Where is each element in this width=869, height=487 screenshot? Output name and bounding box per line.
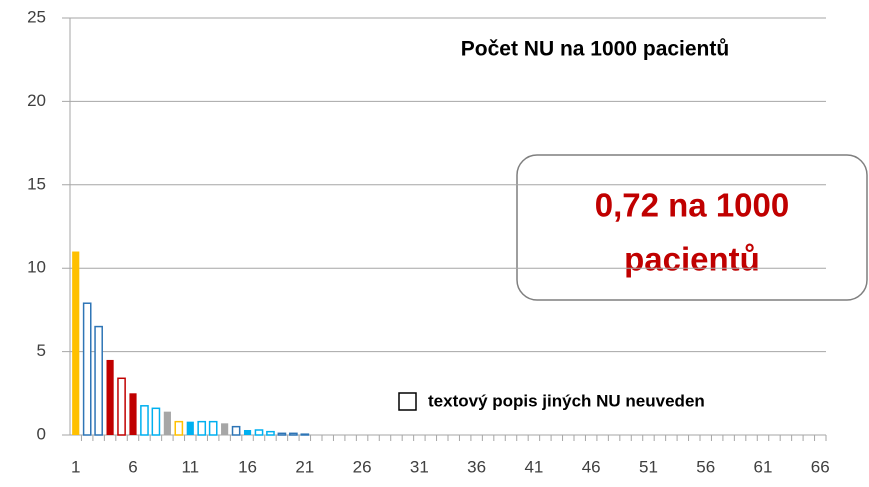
y-tick-label: 0 xyxy=(37,424,46,443)
bar xyxy=(72,251,80,435)
bar xyxy=(140,405,149,436)
x-tick-label: 26 xyxy=(353,457,372,476)
callout-text: pacientů xyxy=(624,241,760,278)
bar xyxy=(106,359,114,435)
x-tick-label: 61 xyxy=(754,457,773,476)
bar xyxy=(208,420,218,436)
bar xyxy=(254,429,264,436)
x-tick-label: 41 xyxy=(524,457,543,476)
bar xyxy=(300,433,310,436)
bar xyxy=(231,425,241,436)
bar xyxy=(266,430,275,436)
x-tick-label: 36 xyxy=(467,457,486,476)
bar xyxy=(94,325,103,436)
y-tick-label: 20 xyxy=(27,91,46,110)
bar xyxy=(82,302,92,436)
x-tick-label: 66 xyxy=(811,457,830,476)
x-tick-label: 21 xyxy=(295,457,314,476)
bar xyxy=(277,432,287,436)
bar xyxy=(197,420,207,436)
bar xyxy=(243,429,252,435)
bar xyxy=(163,411,171,435)
x-tick-label: 16 xyxy=(238,457,257,476)
bar xyxy=(221,423,229,435)
bar xyxy=(117,377,126,436)
x-tick-label: 1 xyxy=(71,457,80,476)
y-tick-label: 25 xyxy=(27,7,46,26)
legend-marker xyxy=(398,392,417,411)
bar xyxy=(186,421,194,435)
x-tick-label: 11 xyxy=(181,457,199,476)
x-tick-label: 31 xyxy=(410,457,429,476)
y-tick-label: 10 xyxy=(27,258,46,277)
bar xyxy=(174,420,184,436)
callout-text: 0,72 na 1000 xyxy=(595,187,790,224)
y-tick-label: 15 xyxy=(27,174,46,193)
x-tick-label: 51 xyxy=(639,457,658,476)
chart-title: Počet NU na 1000 pacientů xyxy=(461,38,729,61)
callout-box xyxy=(516,154,868,301)
x-tick-label: 6 xyxy=(128,457,137,476)
x-tick-label: 56 xyxy=(696,457,715,476)
x-tick-label: 46 xyxy=(582,457,601,476)
legend-label: textový popis jiných NU neuveden xyxy=(428,391,705,410)
bar xyxy=(129,393,137,435)
y-tick-label: 5 xyxy=(37,341,46,360)
bar xyxy=(151,407,161,436)
bar xyxy=(289,432,298,436)
